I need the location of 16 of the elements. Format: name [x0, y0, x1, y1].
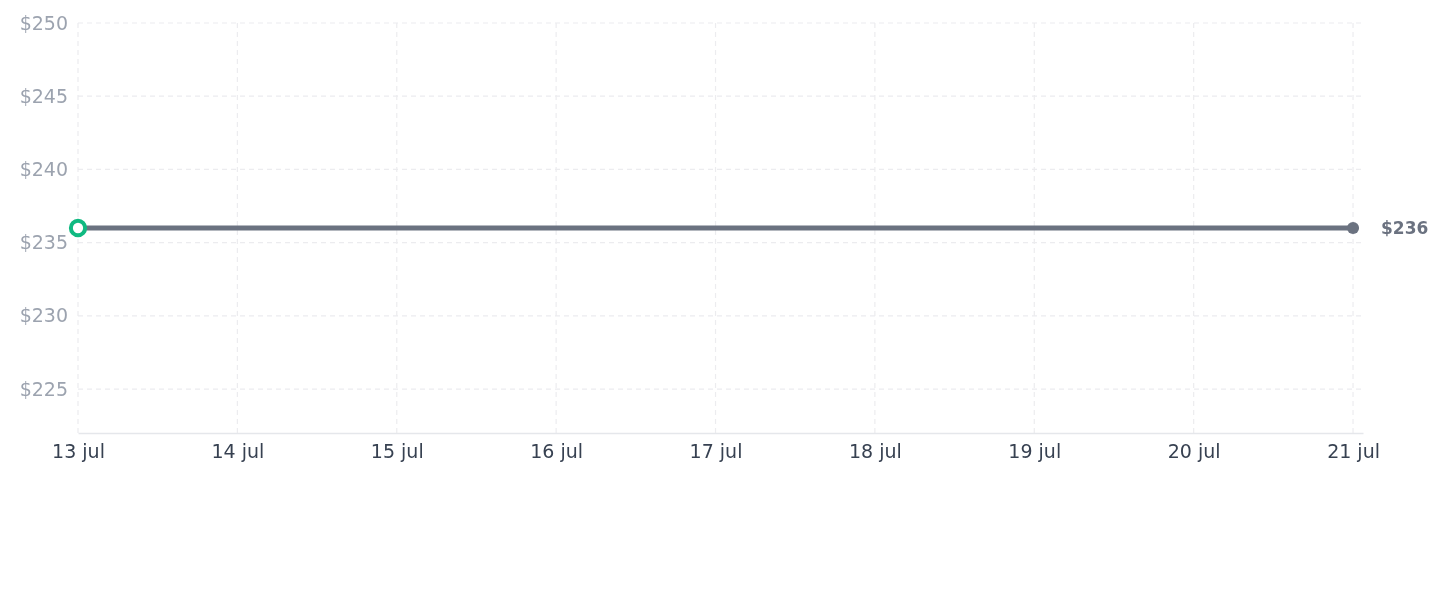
y-tick-label: $225: [19, 377, 68, 400]
x-tick-label: 16 jul: [530, 440, 584, 463]
x-tick-label: 20 jul: [1167, 440, 1221, 463]
x-tick-label: 18 jul: [848, 440, 902, 463]
y-tick-label: $235: [19, 231, 68, 254]
x-tick-label: 14 jul: [211, 440, 265, 463]
x-tick-label: 19 jul: [1008, 440, 1062, 463]
y-tick-label: $245: [19, 84, 68, 107]
x-tick-label: 13 jul: [52, 440, 105, 463]
y-tick-label: $230: [19, 304, 68, 327]
x-tick-label: 17 jul: [689, 440, 743, 463]
data-label: $236: [1381, 217, 1429, 238]
y-tick-label: $240: [19, 158, 68, 181]
x-tick-label: 21 jul: [1327, 440, 1380, 463]
x-tick-label: 15 jul: [370, 440, 424, 463]
y-tick-label: $250: [19, 11, 68, 34]
